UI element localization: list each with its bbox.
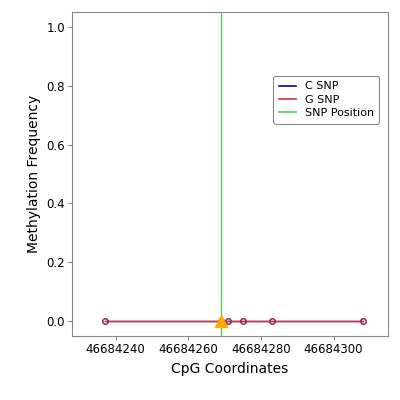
X-axis label: CpG Coordinates: CpG Coordinates bbox=[171, 362, 289, 376]
Y-axis label: Methylation Frequency: Methylation Frequency bbox=[27, 95, 41, 253]
Legend: C SNP, G SNP, SNP Position: C SNP, G SNP, SNP Position bbox=[274, 76, 379, 124]
